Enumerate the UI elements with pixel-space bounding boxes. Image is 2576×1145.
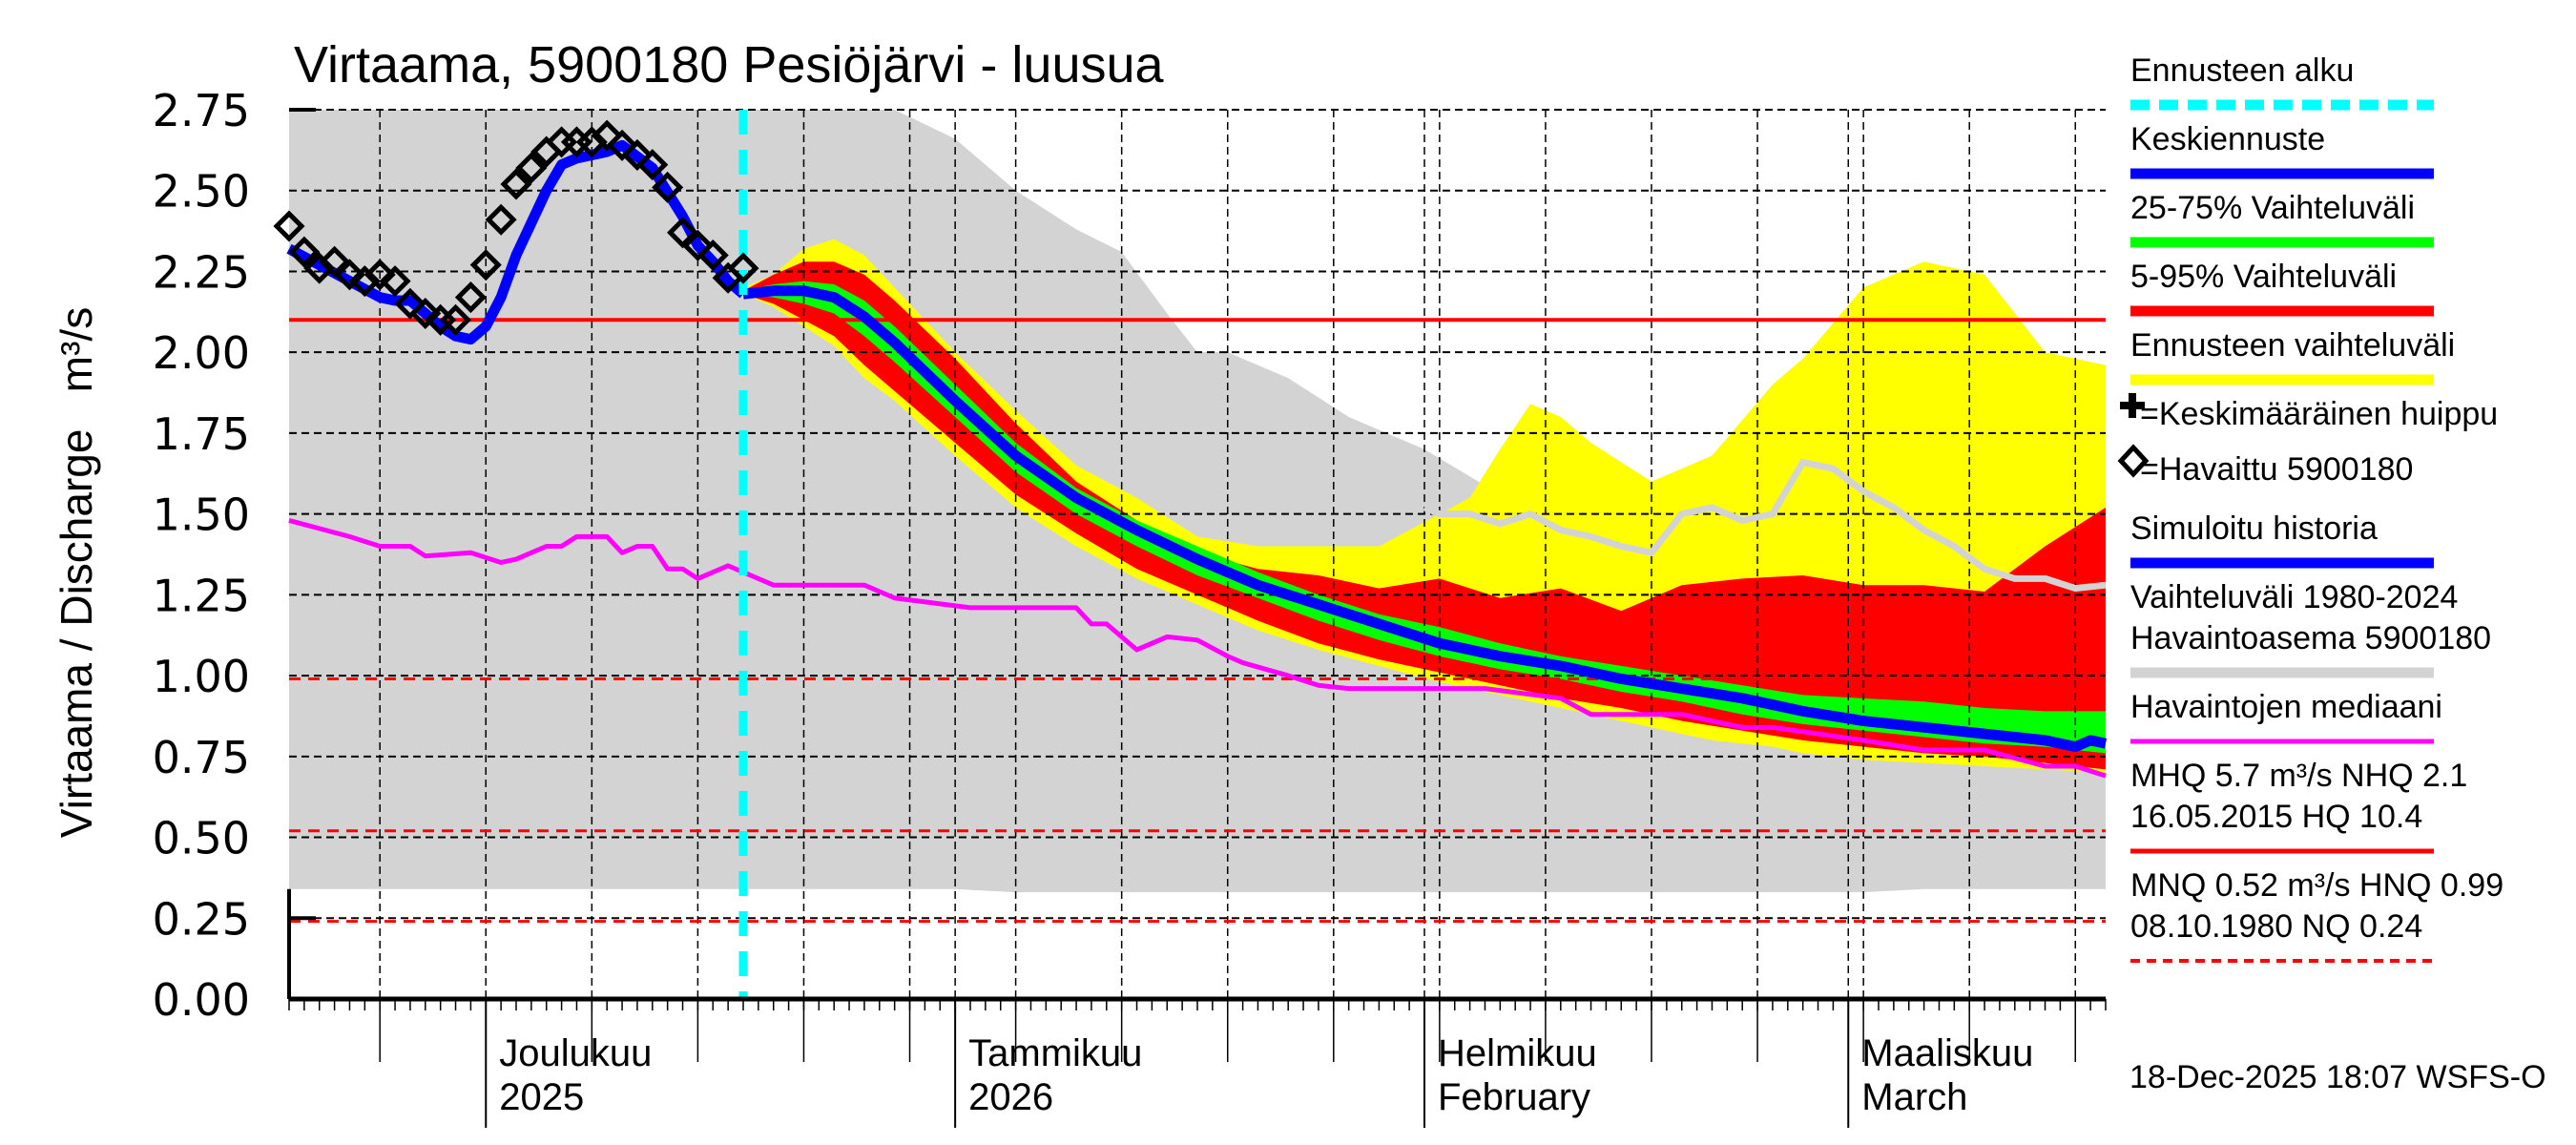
legend-label: Havaintojen mediaani [2130,689,2442,725]
footer-timestamp: 18-Dec-2025 18:07 WSFS-O [2129,1059,2546,1095]
y-tick-label: 0.50 [153,813,250,864]
y-tick-label: 2.00 [153,327,250,379]
observed-point [333,259,366,291]
observed-point [727,252,759,284]
observed-point [515,152,548,184]
line-havaintojen-mediaani [288,517,2107,779]
observed-point [364,259,396,291]
observed-point [439,303,472,336]
observed-point [621,138,654,171]
observed-point [696,239,729,272]
legend-label: 5-95% Vaihteluväli [2130,259,2397,295]
observed-point [394,287,426,320]
y-tick-label: 2.50 [153,166,250,218]
observed-point [469,249,502,281]
observed-markers [273,119,759,336]
line-simuloitu-historia [286,139,747,345]
observed-point [409,297,442,330]
legend-label: Ennusteen alku [2130,52,2354,89]
y-tick-label: 1.50 [153,489,250,541]
observed-point [500,168,532,200]
y-tick-label: 0.25 [153,893,250,945]
legend-label-line2: Havaintoasema 5900180 [2130,620,2491,656]
band-5-95-vaihteluv-li [743,261,2106,770]
legend-label: 25-75% Vaihteluväli [2130,190,2415,226]
line-keskiennuste [742,285,2108,753]
y-tick-label: 0.00 [153,974,250,1026]
reference-lines [289,318,2106,924]
y-tick-label: 0.75 [153,732,250,783]
legend-label: Keskiennuste [2130,121,2325,157]
grid-layer [289,109,2106,999]
legend-label: MNQ 0.52 m³/s HNQ 0.99 [2130,867,2503,904]
diamond-icon [2117,444,2150,478]
observed-point [591,119,623,152]
lines-layer [286,110,2108,999]
axes-layer [287,108,2107,1128]
legend: Ennusteen alku Keskiennuste 25-75% Vaihtel… [2117,52,2503,963]
legend-label: =Havaittu 5900180 [2140,451,2413,488]
x-month-sublabel: February [1438,1076,1590,1118]
x-month-label: Maaliskuu [1861,1032,2033,1074]
y-tick-label: 1.25 [153,570,250,621]
legend-label: MHQ 5.7 m³/s NHQ 2.1 [2130,758,2467,794]
y-axis-label: Virtaama / Discharge m³/s [52,307,101,838]
x-month-sublabel: 2026 [968,1076,1053,1118]
chart-title: Virtaama, 5900180 Pesiöjärvi - luusua [294,36,1165,94]
legend-label-line2: 16.05.2015 HQ 10.4 [2130,799,2422,835]
historical-range-median-line [1423,458,2107,593]
observed-point [454,281,487,314]
observed-point [288,236,321,268]
x-month-sublabel: March [1861,1076,1967,1118]
legend-label: =Keskimääräinen huippu [2140,396,2498,432]
x-month-label: Joulukuu [499,1032,652,1074]
observed-point [485,203,517,236]
legend-label: Vaihteluväli 1980-2024 [2130,579,2458,615]
y-tick-label: 1.00 [153,651,250,702]
x-month-label: Helmikuu [1438,1032,1597,1074]
observed-point [636,149,669,181]
y-tick-label: 2.75 [153,85,250,136]
observed-point [273,210,305,242]
observed-point [681,229,714,261]
x-month-sublabel: 2025 [499,1076,584,1118]
plus-icon-v [2129,393,2136,418]
observed-point [379,265,411,298]
observed-point [652,171,684,203]
legend-label: Ennusteen vaihteluväli [2130,327,2455,364]
legend-label: Simuloitu historia [2130,510,2378,547]
y-tick-labels: 0.00 0.25 0.50 0.75 1.00 1.25 1.50 1.75 2.00 2.25… [153,85,250,1026]
legend-label-line2: 08.10.1980 NQ 0.24 [2130,908,2422,945]
y-tick-label: 2.25 [153,246,250,298]
x-month-label: Tammikuu [968,1032,1142,1074]
observed-point [606,129,638,161]
y-tick-label: 1.75 [153,408,250,460]
